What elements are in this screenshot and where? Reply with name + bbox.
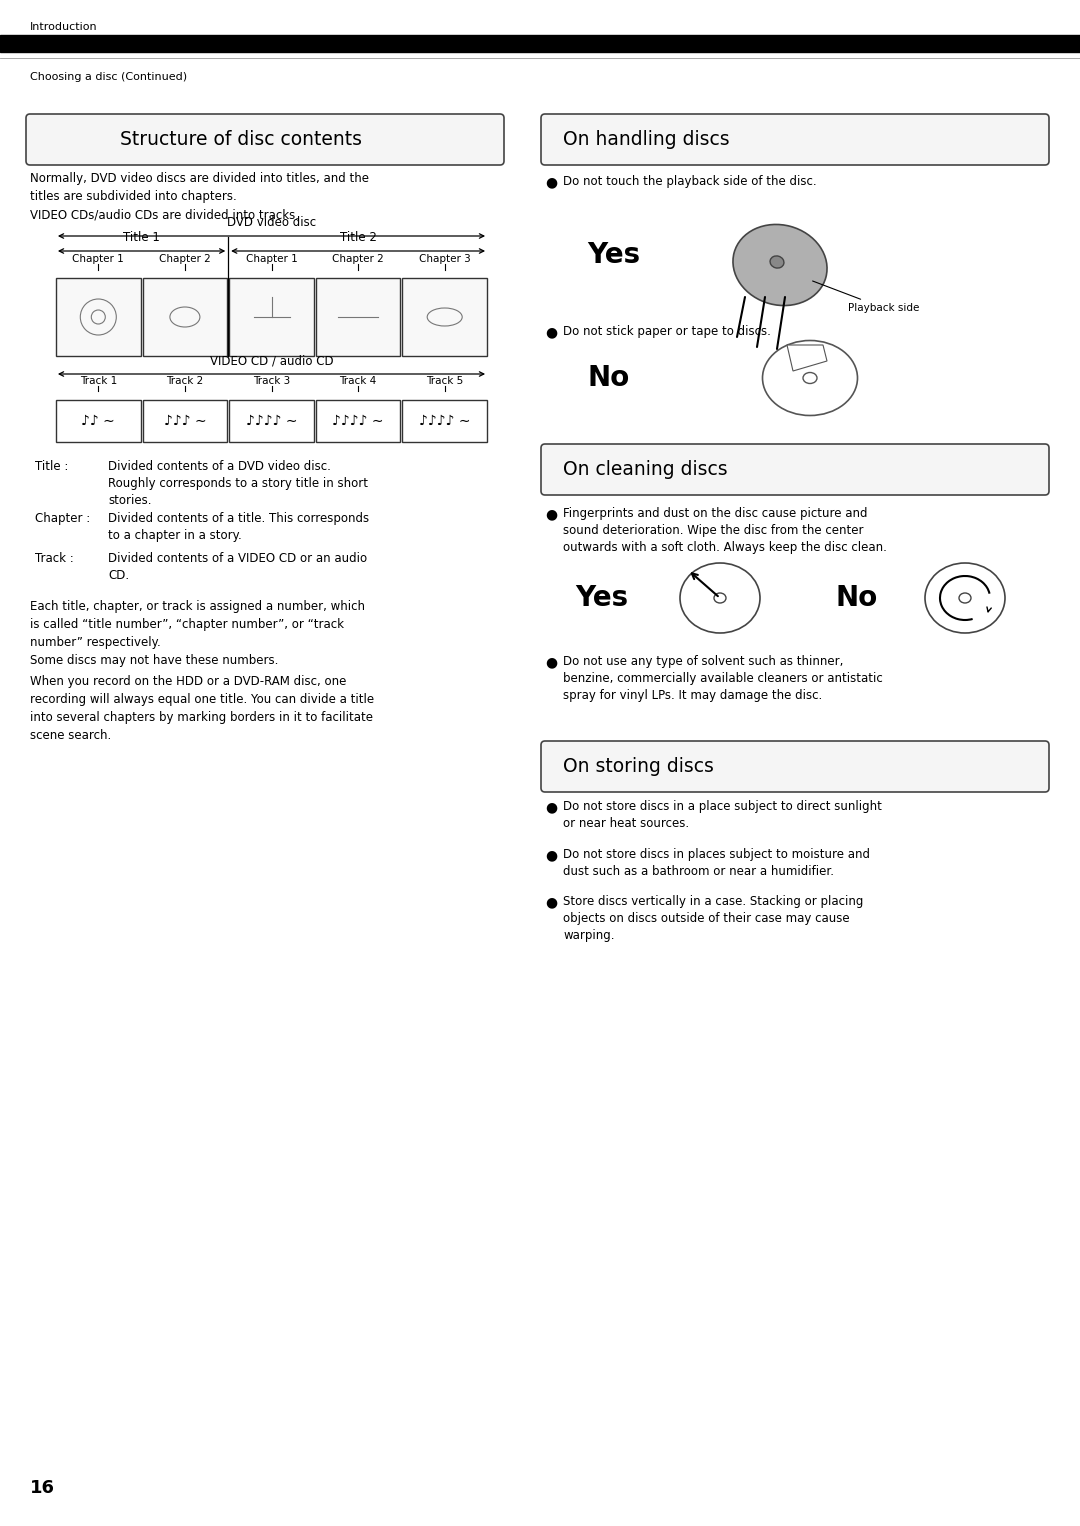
FancyBboxPatch shape xyxy=(26,114,504,165)
Text: Do not store discs in places subject to moisture and
dust such as a bathroom or : Do not store discs in places subject to … xyxy=(563,848,870,877)
Text: Fingerprints and dust on the disc cause picture and
sound deterioration. Wipe th: Fingerprints and dust on the disc cause … xyxy=(563,507,887,554)
Text: DVD video disc: DVD video disc xyxy=(227,217,316,229)
Text: Yes: Yes xyxy=(588,241,640,269)
Text: Do not stick paper or tape to discs.: Do not stick paper or tape to discs. xyxy=(563,325,771,337)
Text: Chapter 3: Chapter 3 xyxy=(419,253,471,264)
Text: On handling discs: On handling discs xyxy=(563,130,730,150)
Text: Chapter 1: Chapter 1 xyxy=(72,253,124,264)
Text: Divided contents of a VIDEO CD or an audio
CD.: Divided contents of a VIDEO CD or an aud… xyxy=(108,552,367,581)
Text: Chapter :: Chapter : xyxy=(35,513,91,525)
Text: Divided contents of a title. This corresponds
to a chapter in a story.: Divided contents of a title. This corres… xyxy=(108,513,369,542)
Ellipse shape xyxy=(804,372,816,383)
FancyBboxPatch shape xyxy=(541,114,1049,165)
Bar xyxy=(315,400,401,443)
Text: Track 5: Track 5 xyxy=(427,375,463,386)
Text: On cleaning discs: On cleaning discs xyxy=(563,459,728,479)
Bar xyxy=(56,400,140,443)
FancyBboxPatch shape xyxy=(541,742,1049,792)
Text: ♪♪♪♪ ∼: ♪♪♪♪ ∼ xyxy=(419,414,471,427)
Text: No: No xyxy=(588,365,630,392)
Text: Track 2: Track 2 xyxy=(166,375,203,386)
Text: Track 4: Track 4 xyxy=(339,375,377,386)
Text: On storing discs: On storing discs xyxy=(563,757,714,777)
Bar xyxy=(56,278,140,356)
Ellipse shape xyxy=(924,563,1005,633)
Bar xyxy=(0,35,1080,52)
Bar xyxy=(403,278,487,356)
Bar xyxy=(143,400,227,443)
Text: ●: ● xyxy=(545,325,557,339)
Bar xyxy=(229,278,314,356)
Text: 16: 16 xyxy=(30,1479,55,1497)
Text: When you record on the HDD or a DVD-RAM disc, one
recording will always equal on: When you record on the HDD or a DVD-RAM … xyxy=(30,674,374,742)
Text: Divided contents of a DVD video disc.
Roughly corresponds to a story title in sh: Divided contents of a DVD video disc. Ro… xyxy=(108,459,368,507)
Text: Store discs vertically in a case. Stacking or placing
objects on discs outside o: Store discs vertically in a case. Stacki… xyxy=(563,896,863,942)
Bar xyxy=(315,278,401,356)
Text: Chapter 2: Chapter 2 xyxy=(333,253,384,264)
Ellipse shape xyxy=(714,594,726,603)
Text: Title 2: Title 2 xyxy=(340,230,377,244)
Text: Introduction: Introduction xyxy=(30,21,97,32)
Text: Normally, DVD video discs are divided into titles, and the
titles are subdivided: Normally, DVD video discs are divided in… xyxy=(30,172,369,221)
Text: ●: ● xyxy=(545,655,557,668)
Text: ●: ● xyxy=(545,800,557,813)
Text: Track 3: Track 3 xyxy=(253,375,291,386)
Text: Each title, chapter, or track is assigned a number, which
is called “title numbe: Each title, chapter, or track is assigne… xyxy=(30,600,365,667)
Ellipse shape xyxy=(762,340,858,415)
Text: Title :: Title : xyxy=(35,459,68,473)
Text: Structure of disc contents: Structure of disc contents xyxy=(121,130,363,150)
Text: Chapter 1: Chapter 1 xyxy=(245,253,297,264)
Text: Do not touch the playback side of the disc.: Do not touch the playback side of the di… xyxy=(563,175,816,188)
Text: ●: ● xyxy=(545,175,557,189)
Text: ●: ● xyxy=(545,507,557,520)
Bar xyxy=(403,400,487,443)
Ellipse shape xyxy=(733,224,827,305)
Text: ●: ● xyxy=(545,848,557,862)
Text: VIDEO CD / audio CD: VIDEO CD / audio CD xyxy=(210,354,334,366)
Text: Chapter 2: Chapter 2 xyxy=(159,253,211,264)
Ellipse shape xyxy=(680,563,760,633)
FancyBboxPatch shape xyxy=(541,444,1049,494)
Text: ♪♪ ∼: ♪♪ ∼ xyxy=(81,414,116,427)
Text: Yes: Yes xyxy=(575,584,629,612)
Text: Do not use any type of solvent such as thinner,
benzine, commercially available : Do not use any type of solvent such as t… xyxy=(563,655,882,702)
Bar xyxy=(143,278,227,356)
Text: Choosing a disc (Continued): Choosing a disc (Continued) xyxy=(30,72,187,82)
Polygon shape xyxy=(787,345,827,371)
Ellipse shape xyxy=(770,256,784,269)
Text: ♪♪♪♪ ∼: ♪♪♪♪ ∼ xyxy=(246,414,297,427)
Text: ♪♪♪ ∼: ♪♪♪ ∼ xyxy=(163,414,206,427)
Text: ●: ● xyxy=(545,896,557,909)
Text: Track :: Track : xyxy=(35,552,73,565)
Text: ♪♪♪♪ ∼: ♪♪♪♪ ∼ xyxy=(333,414,383,427)
Ellipse shape xyxy=(959,594,971,603)
Bar xyxy=(229,400,314,443)
Text: No: No xyxy=(835,584,877,612)
Text: Do not store discs in a place subject to direct sunlight
or near heat sources.: Do not store discs in a place subject to… xyxy=(563,800,882,830)
Text: Track 1: Track 1 xyxy=(80,375,117,386)
Text: Title 1: Title 1 xyxy=(123,230,160,244)
Text: Playback side: Playback side xyxy=(812,281,919,313)
